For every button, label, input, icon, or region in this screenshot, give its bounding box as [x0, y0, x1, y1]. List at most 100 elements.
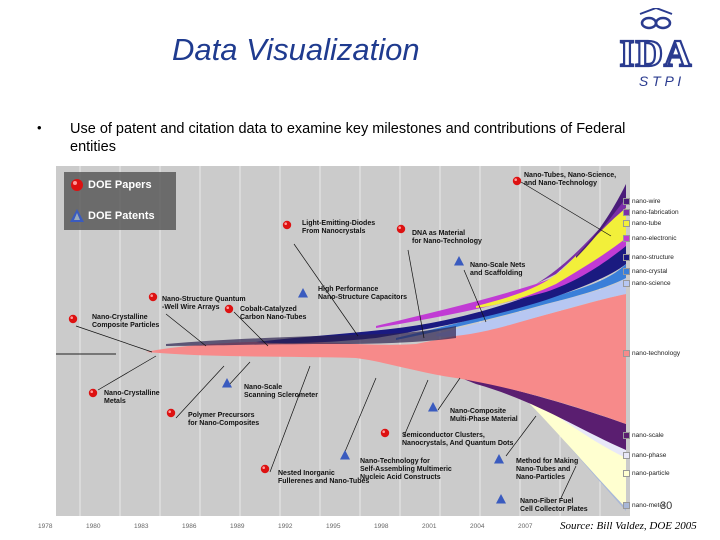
category-text: nano-fabrication	[632, 209, 679, 216]
category-text: nano-tube	[632, 220, 662, 227]
category-label-nano-crystal: nano-crystal	[623, 268, 667, 275]
annotation-a9: Nano-Crystalline Metals	[104, 390, 160, 406]
stream-nano-science	[436, 278, 626, 337]
annotation-line: Nano-Crystalline	[104, 390, 160, 397]
category-label-nano-technology: nano-technology	[623, 350, 680, 357]
annotation-line: Nano-Technology for	[360, 458, 430, 465]
annotation-a7: Cobalt-Catalyzed Carbon Nano-Tubes	[240, 306, 306, 322]
paper-marker-icon	[224, 304, 234, 314]
category-label-nano-meter: nano-meter	[623, 502, 665, 509]
infinity-icon	[640, 16, 672, 30]
annotation-line: DNA as Material	[412, 230, 466, 237]
category-text: nano-technology	[632, 350, 681, 357]
annotation-line: Nested Inorganic	[278, 470, 335, 477]
category-label-nano-electronic: nano-electronic	[623, 235, 676, 242]
category-label-nano-particle: nano-particle	[623, 470, 670, 477]
annotation-a12: Nano-Composite Multi-Phase Material	[450, 408, 518, 424]
category-label-nano-structure: nano-structure	[623, 254, 674, 261]
patent-marker-icon	[454, 256, 464, 266]
stream-nano-scale	[456, 376, 626, 450]
annotation-line: Nano-Particles	[516, 474, 566, 481]
paper-marker-icon	[260, 464, 270, 474]
bullet-text: Use of patent and citation data to exami…	[70, 121, 626, 155]
annotation-a15: Nested Inorganic Fullerenes and Nano-Tube…	[278, 470, 369, 486]
category-swatch	[623, 220, 630, 227]
category-swatch	[623, 268, 630, 275]
annotation-line: High Performance	[318, 286, 379, 293]
category-label-nano-wire: nano-wire	[623, 198, 661, 205]
annotation-line: Semiconductor Clusters,	[402, 432, 485, 439]
category-text: nano-electronic	[632, 235, 677, 242]
paper-marker-icon	[396, 224, 406, 234]
bullet-marker: •	[37, 120, 42, 135]
annotation-line: for Nano-Technology	[412, 238, 482, 245]
annotation-line: for Nano-Composites	[188, 420, 260, 427]
paper-marker-icon	[166, 408, 176, 418]
annotation-a5: High Performance Nano-Structure Capacitor…	[318, 286, 407, 302]
annotation-a6: Nano-Structure Quantum -Well Wire Arrays	[162, 296, 246, 312]
annotation-line: Nucleic Acid Constructs	[360, 474, 441, 481]
annotation-line: Scanning Sclerometer	[244, 392, 318, 399]
annotation-line: Nano-Fiber Fuel	[520, 498, 574, 505]
annotation-line: -Well Wire Arrays	[162, 304, 220, 311]
annotation-line: Nano-Tubes and	[516, 466, 571, 473]
category-text: nano-science	[632, 280, 671, 287]
year-tick-label: 1992	[278, 523, 293, 530]
annotation-a10: Nano-Scale Scanning Sclerometer	[244, 384, 318, 400]
annotation-line: Cell Collector Plates	[520, 506, 588, 513]
annotation-line: Nano-Scale	[244, 384, 283, 391]
annotation-line: Nano-Structure Quantum	[162, 296, 246, 303]
patent-marker-icon	[494, 454, 504, 464]
source-credit: Source: Bill Valdez, DOE 2005	[560, 520, 697, 532]
annotation-a13: Semiconductor Clusters, Nanocrystals, And…	[402, 432, 513, 448]
legend-papers-label: DOE Papers	[88, 179, 152, 191]
annotation-a16: Method for Making Nano-Tubes and Nano-Part…	[516, 458, 578, 482]
category-text: nano-meter	[632, 502, 666, 509]
paper-marker-icon	[512, 176, 522, 186]
annotation-line: Nano-Crystalline	[92, 314, 148, 321]
year-tick-label: 1978	[38, 523, 53, 530]
annotation-line: Metals	[104, 398, 126, 405]
legend-patent-icon	[70, 209, 84, 222]
annotation-line: Self-Assembling Multimeric	[360, 466, 452, 473]
paper-marker-icon	[88, 388, 98, 398]
year-tick-label: 2007	[518, 523, 533, 530]
category-text: nano-structure	[632, 254, 674, 261]
patent-marker-icon	[428, 402, 438, 412]
annotation-line: and Nano-Technology	[524, 180, 597, 187]
ida-logo: IDA S T P I	[619, 8, 693, 88]
category-label-nano-scale: nano-scale	[623, 432, 664, 439]
annotation-a3: DNA as Material for Nano-Technology	[412, 230, 482, 246]
page-number: 30	[660, 500, 673, 512]
year-tick-label: 1983	[134, 523, 149, 530]
year-tick-label: 2001	[422, 523, 437, 530]
stream-dark-band	[166, 326, 456, 346]
annotation-line: Nano-Tubes, Nano-Science,	[524, 172, 617, 179]
annotation-line: Carbon Nano-Tubes	[240, 314, 307, 321]
category-swatch	[623, 350, 630, 357]
annotation-line: Method for Making	[516, 458, 579, 465]
category-swatch	[623, 452, 630, 459]
logo-subtitle: S T P I	[639, 73, 681, 88]
category-text: nano-scale	[632, 432, 664, 439]
logo-letters: IDA	[620, 33, 693, 75]
category-text: nano-particle	[632, 470, 670, 477]
year-tick-label: 1986	[182, 523, 197, 530]
category-text: nano-crystal	[632, 268, 668, 275]
annotation-line: Fullerenes and Nano-Tubes	[278, 478, 370, 485]
year-tick-label: 1980	[86, 523, 101, 530]
legend-patents-label: DOE Patents	[88, 210, 155, 222]
year-tick-label: 2004	[470, 523, 485, 530]
paper-marker-icon	[282, 220, 292, 230]
annotation-line: Polymer Precursors	[188, 412, 255, 419]
year-tick-label: 1995	[326, 523, 341, 530]
slide-title: Data Visualization	[172, 32, 420, 67]
year-tick-label: 1998	[374, 523, 389, 530]
category-label-nano-fabrication: nano-fabrication	[623, 209, 679, 216]
paper-marker-icon	[380, 428, 390, 438]
category-label-nano-tube: nano-tube	[623, 220, 661, 227]
category-text: nano-wire	[632, 198, 661, 205]
category-swatch	[623, 209, 630, 216]
annotation-line: Composite Particles	[92, 322, 160, 329]
category-label-nano-science: nano-science	[623, 280, 671, 287]
